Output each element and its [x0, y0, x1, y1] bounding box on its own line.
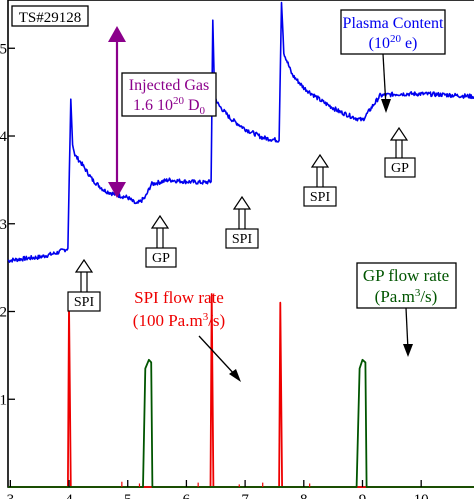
x-tick-label-8: 8 — [300, 492, 308, 499]
injected-gas-box — [121, 72, 217, 117]
plasma-content-label: Plasma Content — [343, 15, 444, 32]
injected-gas-label: Injected Gas — [129, 77, 209, 94]
plasma-content-unit: (1020 e) — [369, 33, 418, 52]
x-tick-label-6: 6 — [183, 492, 191, 499]
y-tick-label-1: 1 — [0, 392, 7, 408]
gp-flow-arrowhead — [403, 344, 413, 357]
gp-flow-unit: (Pa.m3/s) — [375, 287, 438, 306]
event-marker-spi-2: SPI — [225, 195, 259, 249]
spi-flow-label: SPI flow rate — [134, 288, 224, 307]
injected-gas-amount: 1.6 1020 D0 — [133, 95, 206, 117]
injected-gas-arrow-up — [108, 26, 126, 42]
event-marker-spi-1: SPI — [67, 258, 101, 312]
x-tick-label-7: 7 — [241, 492, 249, 499]
event-marker-gp-2: GP — [384, 126, 416, 178]
event-label-spi-3: SPI — [310, 190, 331, 205]
shot-label-box — [11, 5, 89, 27]
injected-gas-arrow-down — [108, 182, 126, 198]
spi-flow-arrowhead — [229, 369, 241, 382]
series-line-2 — [8, 293, 474, 488]
spi-flow-pointer — [198, 335, 237, 377]
x-tick-label-4: 4 — [65, 492, 73, 499]
series-line-1 — [7, 1, 474, 263]
spi-flow-unit: (100 Pa.m3/s) — [133, 311, 225, 330]
event-marker-gp-1: GP — [145, 214, 177, 268]
y-tick-label-3: 3 — [0, 217, 7, 233]
event-marker-spi-3: SPI — [303, 153, 337, 207]
event-label-gp-2: GP — [391, 161, 409, 176]
plasma-content-arrowhead — [381, 99, 391, 113]
gp-flow-label: GP flow rate — [363, 266, 449, 285]
x-tick-label-9: 9 — [359, 492, 367, 499]
plasma-content-pointer — [382, 53, 387, 108]
plasma-content-box — [340, 9, 446, 55]
event-label-gp-1: GP — [152, 251, 170, 266]
shot-label: TS#29128 — [19, 10, 82, 26]
y-tick-label-5: 5 — [0, 41, 7, 57]
event-label-spi-2: SPI — [232, 232, 253, 247]
gp-flow-pointer — [405, 307, 409, 351]
gp-flow-box — [356, 262, 457, 309]
x-tick-label-3: 3 — [7, 492, 15, 499]
annotations: TS#29128 Plasma Content (1020 e) Injecte… — [11, 5, 457, 382]
y-tick-label-4: 4 — [0, 129, 8, 145]
series-line-3 — [8, 358, 474, 488]
series-lines — [7, 1, 474, 488]
event-label-spi-1: SPI — [74, 295, 95, 310]
axis-ticks: 1 2 3 4 5 3 4 5 6 7 8 9 10 — [0, 41, 429, 499]
x-tick-label-5: 5 — [124, 492, 132, 499]
y-tick-label-2: 2 — [0, 305, 7, 321]
x-tick-label-10: 10 — [414, 492, 429, 499]
